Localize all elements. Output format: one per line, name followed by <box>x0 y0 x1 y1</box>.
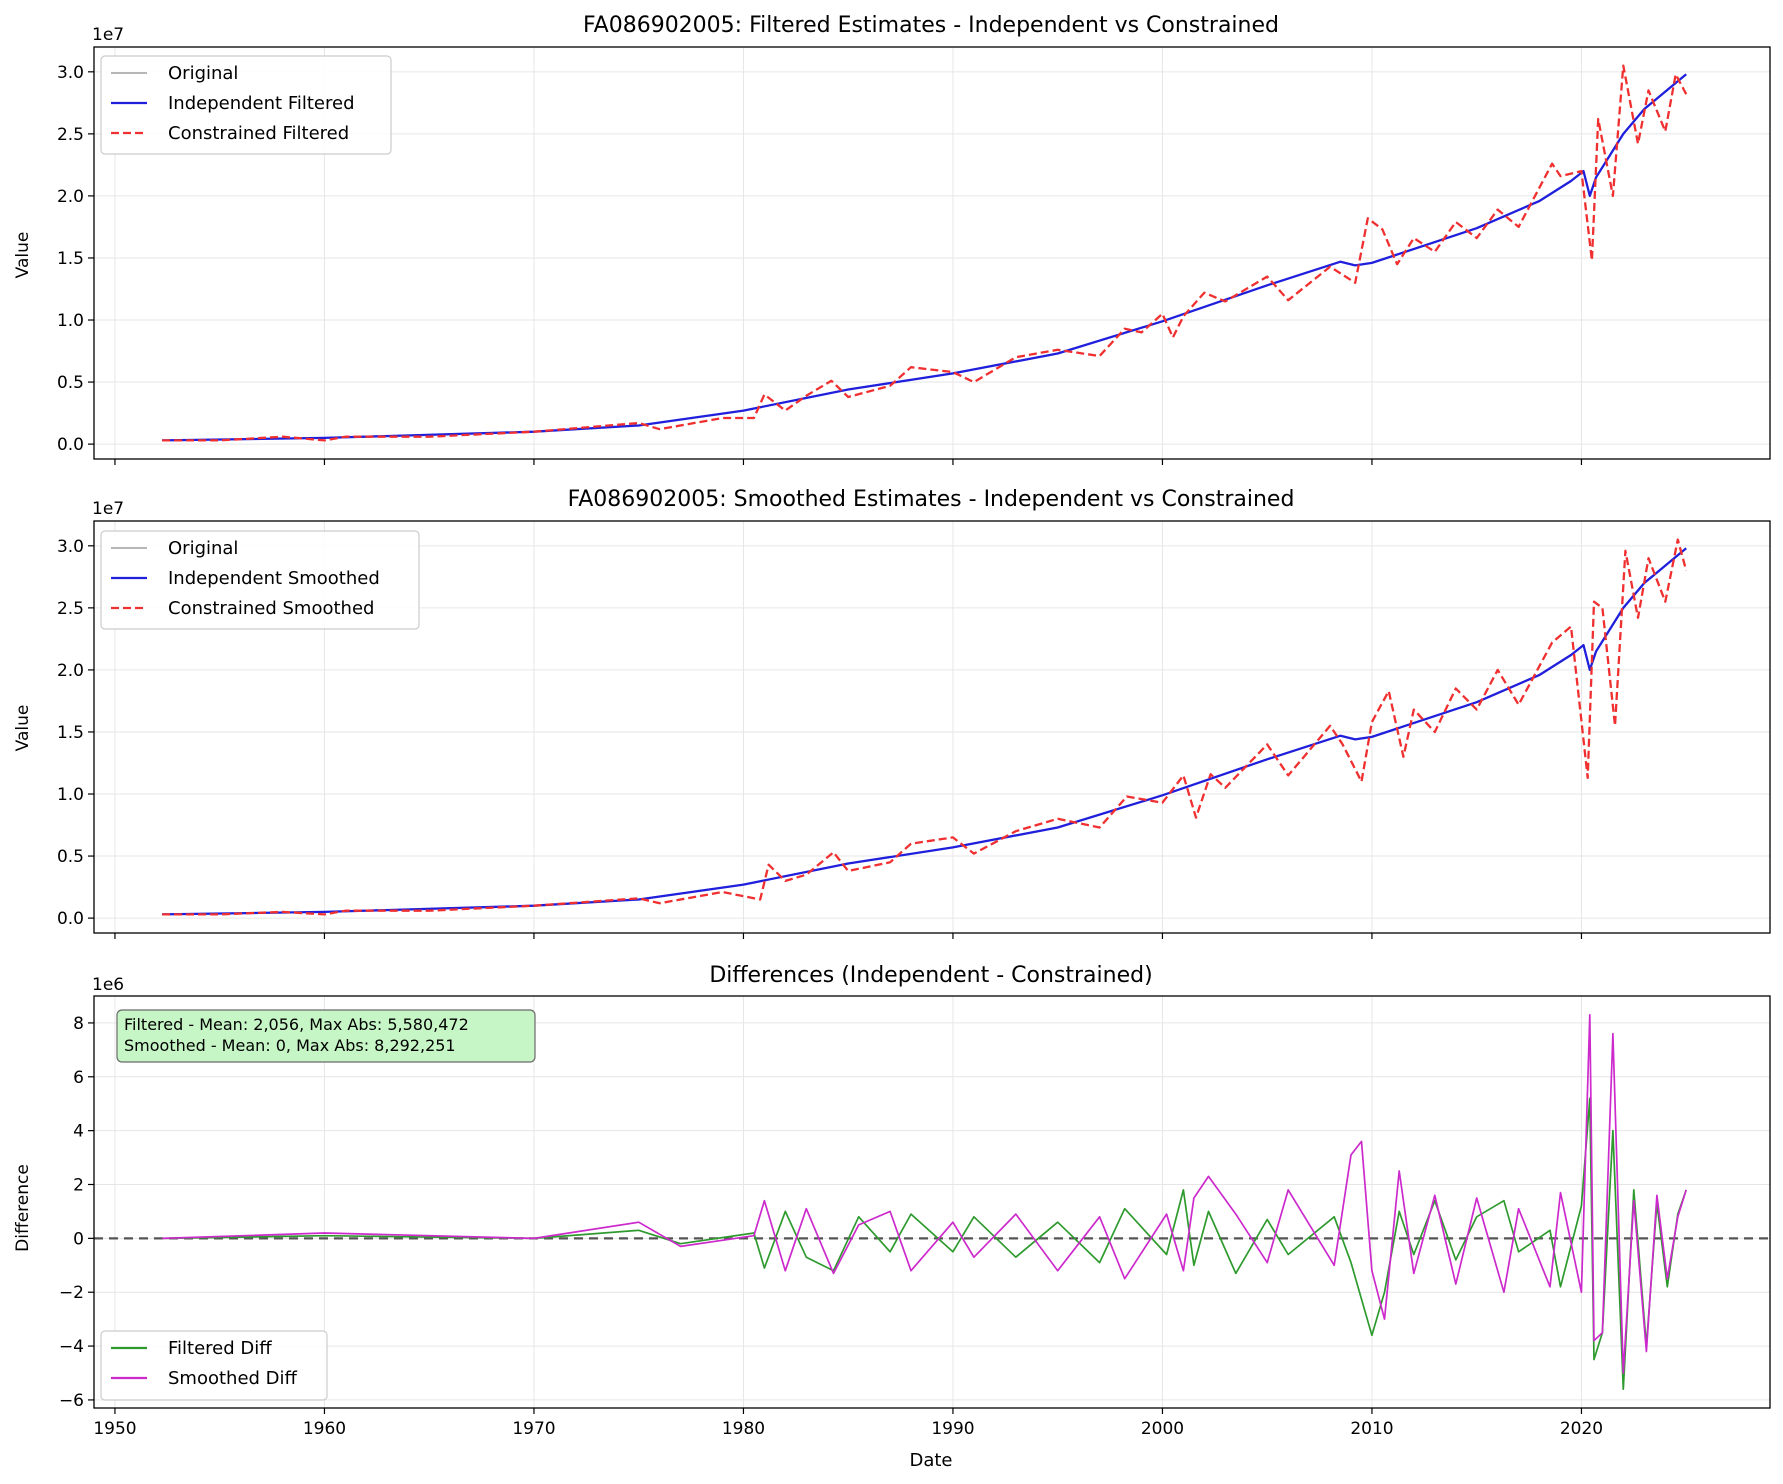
y-exponent-label: 1e7 <box>92 499 124 519</box>
y-axis-label: Difference <box>13 1164 33 1252</box>
x-tick-label: 2000 <box>1141 1419 1184 1439</box>
x-tick-label: 2020 <box>1560 1419 1603 1439</box>
y-tick-label: 6 <box>73 1068 84 1088</box>
y-tick-label: 0.5 <box>57 373 84 393</box>
x-tick-label: 1980 <box>722 1419 765 1439</box>
y-tick-label: 2.5 <box>57 599 84 619</box>
series-lines <box>162 64 1688 442</box>
gridlines <box>94 47 1770 459</box>
y-tick-label: 3.0 <box>57 63 84 83</box>
legend: Filtered Diff Smoothed Diff <box>100 1330 328 1401</box>
plot-frame <box>93 46 1771 460</box>
legend-box <box>100 55 392 155</box>
y-tick-label: −4 <box>59 1337 84 1357</box>
series-line-1 <box>162 1097 1688 1391</box>
x-tick-label: 1970 <box>512 1419 555 1439</box>
y-tick-label: 1.5 <box>57 249 84 269</box>
axes: −6 −4 −2 0 2 4 6 8 1950 1960 1970 1980 1990 2000 2010 2… <box>59 995 1771 1439</box>
y-axis-label: Value <box>13 705 33 752</box>
y-tick-label: 1.0 <box>57 785 84 805</box>
legend-box <box>100 530 420 630</box>
legend-label: Independent Filtered <box>168 93 355 114</box>
y-tick-label: 0.0 <box>57 435 84 455</box>
panel-title: Differences (Independent - Constrained) <box>709 963 1152 988</box>
legend-label: Constrained Smoothed <box>168 598 374 619</box>
y-tick-label: 1.0 <box>57 311 84 331</box>
legend-label: Original <box>168 63 238 84</box>
x-tick-label: 1950 <box>93 1419 136 1439</box>
series-line-3 <box>162 538 1688 916</box>
axes: 0.0 0.5 1.0 1.5 2.0 2.5 3.0 <box>57 520 1771 939</box>
series-line-2 <box>162 73 1687 442</box>
legend-box <box>100 1330 328 1401</box>
y-axis-label: Value <box>13 232 33 279</box>
y-tick-label: 3.0 <box>57 537 84 557</box>
y-tick-label: 1.5 <box>57 723 84 743</box>
y-tick-label: −2 <box>59 1283 84 1303</box>
legend-label: Filtered Diff <box>168 1338 272 1359</box>
legend-label: Smoothed Diff <box>168 1368 298 1389</box>
plot-frame <box>93 995 1771 1409</box>
y-tick-label: 2.5 <box>57 125 84 145</box>
panel-title: FA086902005: Smoothed Estimates - Indepe… <box>568 487 1295 512</box>
y-tick-label: 2.0 <box>57 187 84 207</box>
y-tick-label: 4 <box>73 1122 84 1142</box>
legend: Original Independent Filtered Constrained … <box>100 55 392 155</box>
series-line-3 <box>162 64 1688 442</box>
legend: Original Independent Smoothed Constrained … <box>100 530 420 630</box>
x-tick-label: 1990 <box>931 1419 974 1439</box>
series-lines <box>162 1013 1688 1391</box>
y-tick-label: 0.5 <box>57 847 84 867</box>
stats-box <box>116 1009 536 1063</box>
legend-label: Independent Smoothed <box>168 568 380 589</box>
y-exponent-label: 1e7 <box>92 25 124 45</box>
stats-line: Smoothed - Mean: 0, Max Abs: 8,292,251 <box>124 1036 456 1055</box>
x-tick-label: 1960 <box>303 1419 346 1439</box>
y-tick-label: −6 <box>59 1391 84 1411</box>
filtered-estimates-panel: FA086902005: Filtered Estimates - Indepe… <box>13 13 1771 465</box>
panel-title: FA086902005: Filtered Estimates - Indepe… <box>583 13 1279 38</box>
differences-panel: Differences (Independent - Constrained) … <box>13 963 1771 1471</box>
y-tick-label: 2.0 <box>57 661 84 681</box>
x-axis-label: Date <box>909 1450 952 1471</box>
series-lines <box>162 538 1688 916</box>
stats-annotation: Filtered - Mean: 2,056, Max Abs: 5,580,4… <box>116 1009 536 1063</box>
axes: 0.0 0.5 1.0 1.5 2.0 2.5 3.0 <box>57 46 1771 465</box>
legend-label: Original <box>168 538 238 559</box>
legend-label: Constrained Filtered <box>168 123 349 144</box>
series-line-2 <box>162 1013 1688 1374</box>
y-exponent-label: 1e6 <box>92 975 124 995</box>
plot-frame <box>93 520 1771 934</box>
y-tick-label: 8 <box>73 1014 84 1034</box>
smoothed-estimates-panel: FA086902005: Smoothed Estimates - Indepe… <box>13 487 1771 939</box>
x-tick-label: 2010 <box>1350 1419 1393 1439</box>
y-tick-label: 0 <box>73 1229 84 1249</box>
stats-line: Filtered - Mean: 2,056, Max Abs: 5,580,4… <box>124 1015 469 1034</box>
y-tick-label: 2 <box>73 1175 84 1195</box>
y-tick-label: 0.0 <box>57 909 84 929</box>
